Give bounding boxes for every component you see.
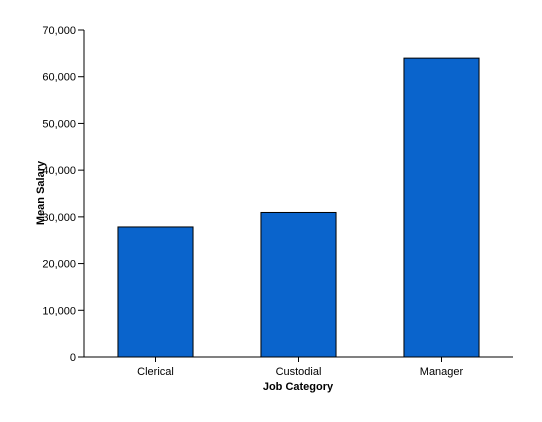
- bars: [117, 57, 480, 358]
- x-tick-label: Manager: [420, 366, 464, 378]
- y-tick-label: 50,000: [42, 118, 76, 130]
- y-tick-label: 20,000: [42, 259, 76, 271]
- x-tick-label: Custodial: [276, 366, 322, 378]
- y-tick-label: 40,000: [42, 165, 76, 177]
- x-axis-title: Job Category: [263, 381, 334, 393]
- bar-clerical: [117, 226, 194, 358]
- y-tick-label: 0: [70, 352, 76, 364]
- y-tick-label: 70,000: [42, 25, 76, 37]
- y-tick-label: 10,000: [42, 305, 76, 317]
- bar-custodial: [260, 211, 337, 358]
- y-axis-title: Mean Salary: [35, 160, 47, 225]
- x-axis-ticks: Clerical Custodial Manager: [137, 357, 464, 378]
- y-tick-label: 60,000: [42, 72, 76, 84]
- y-axis-ticks: 0 10,000 20,000 30,000 40,000 50,000 60,000 70,…: [42, 25, 84, 364]
- bar-manager: [403, 57, 480, 358]
- x-tick-label: Clerical: [137, 366, 174, 378]
- y-tick-label: 30,000: [42, 212, 76, 224]
